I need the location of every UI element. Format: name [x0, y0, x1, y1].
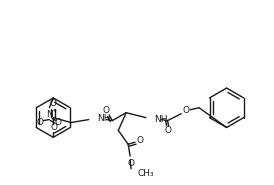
Text: O: O — [183, 106, 190, 115]
Text: NH: NH — [98, 114, 111, 123]
Text: O: O — [103, 106, 110, 115]
Text: O: O — [37, 118, 44, 127]
Text: CH₃: CH₃ — [137, 169, 154, 178]
Text: O: O — [50, 99, 57, 108]
Text: O: O — [51, 123, 58, 132]
Text: O: O — [164, 126, 171, 135]
Text: N: N — [46, 110, 53, 119]
Text: NH: NH — [154, 115, 167, 124]
Text: O: O — [55, 118, 62, 127]
Text: O: O — [128, 159, 135, 168]
Text: O: O — [136, 136, 144, 145]
Text: +: + — [52, 108, 57, 113]
